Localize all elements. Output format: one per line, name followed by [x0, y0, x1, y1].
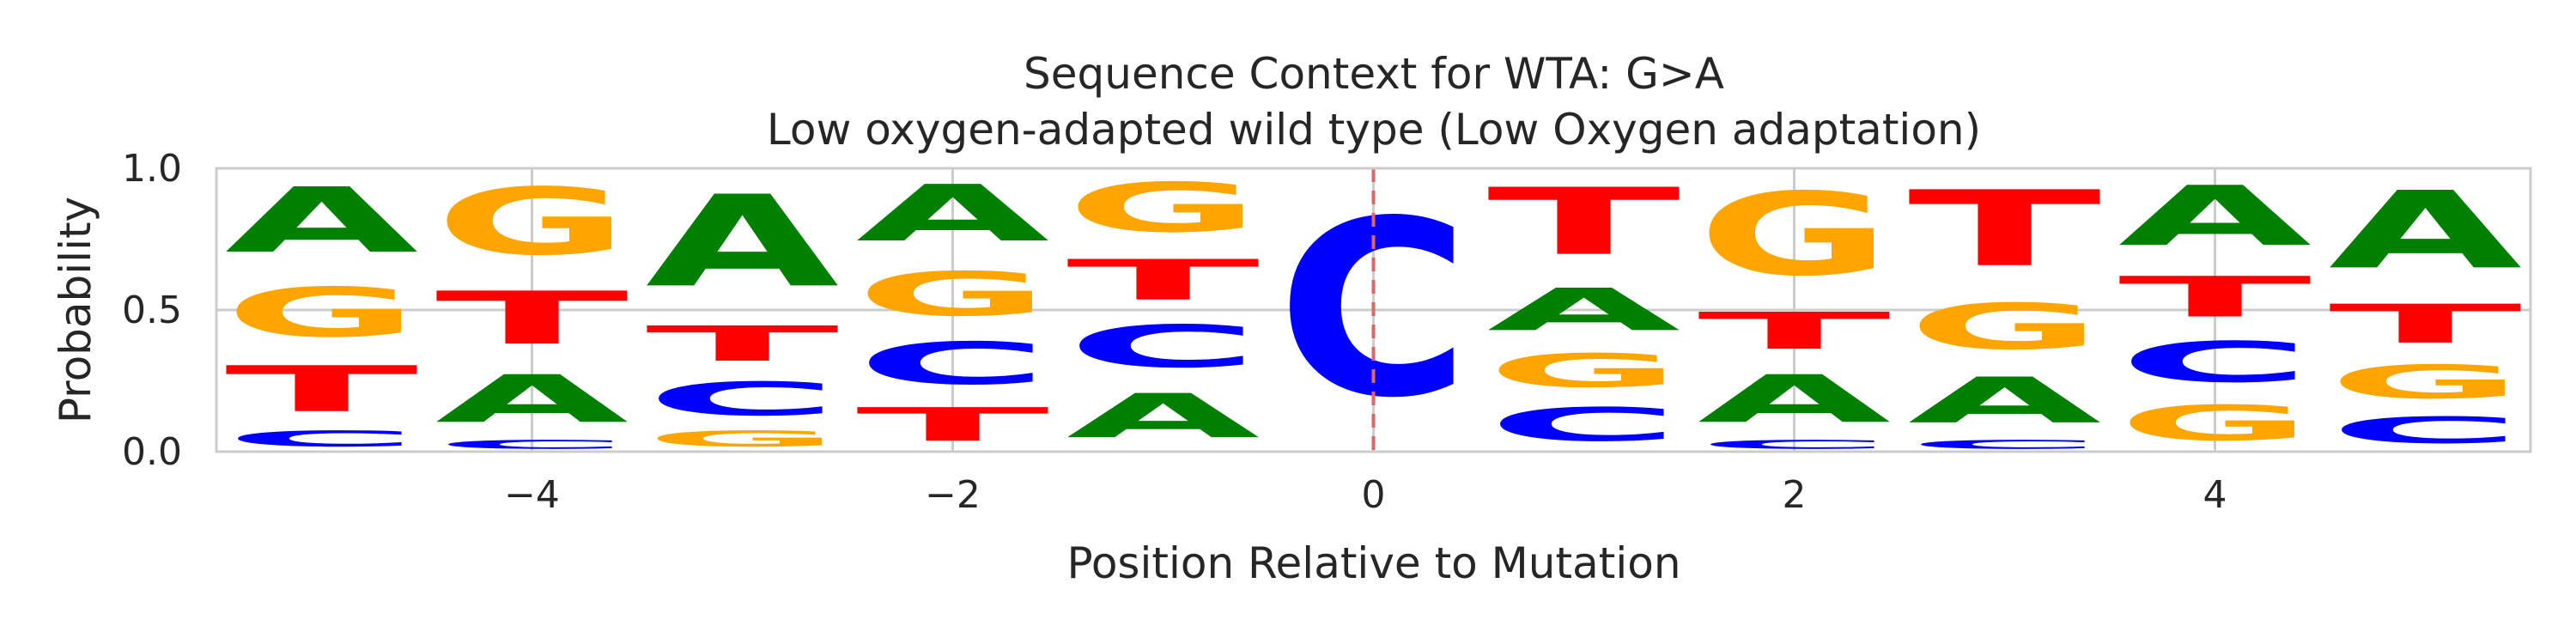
logo-letter-G: G — [1066, 168, 1260, 247]
x-tick-label: 0 — [1362, 473, 1386, 517]
logo-letter-T: T — [435, 276, 629, 361]
logo-letter-A: A — [225, 168, 418, 273]
logo-letter-A: A — [1908, 364, 2101, 437]
y-tick-label: 0.0 — [122, 430, 182, 474]
chart-title: Sequence Context for WTA: G>A — [1024, 49, 1724, 99]
logo-letter-A: A — [1698, 361, 1891, 438]
y-axis-label: Probability — [51, 197, 100, 423]
logo-letter-C: C — [2329, 410, 2522, 452]
chart-subtitle: Low oxygen-adapted wild type (Low Oxygen… — [767, 105, 1981, 155]
logo-letter-C: C — [1698, 438, 1891, 452]
logo-letter-T: T — [225, 353, 418, 426]
x-tick-label: −2 — [925, 473, 981, 517]
logo-letter-A: A — [1066, 381, 1260, 452]
logo-letter-C: C — [646, 373, 839, 426]
logo-letter-T: T — [1698, 301, 1891, 361]
logo-letter-G: G — [225, 273, 418, 352]
axis-ticks: −4 −2 0 2 4 0.0 0.5 1.0 — [122, 147, 2227, 517]
logo-letter-G: G — [2329, 355, 2522, 410]
logo-letter-C: C — [1487, 398, 1680, 451]
logo-letter-C: C — [435, 438, 629, 452]
y-tick-label: 1.0 — [122, 147, 182, 191]
logo-letter-G: G — [2118, 395, 2312, 452]
logo-letter-C: C — [225, 426, 418, 451]
logo-letter-G: G — [435, 169, 629, 276]
logo-letter-G: G — [1908, 290, 2101, 363]
logo-letter-C: C — [856, 331, 1049, 398]
logo-letter-C: C — [2118, 331, 2312, 395]
logo-letter-T: T — [646, 316, 839, 373]
logo-letter-C: C — [1908, 438, 2101, 452]
logo-letter-A: A — [856, 168, 1049, 258]
logo-letter-A: A — [646, 169, 839, 315]
x-tick-label: 2 — [1783, 473, 1807, 517]
plot-frame — [215, 167, 2532, 453]
logo-letter-G: G — [1698, 168, 1891, 301]
logo-letter-A: A — [435, 361, 629, 438]
y-tick-label: 0.5 — [122, 289, 182, 332]
x-tick-label: 4 — [2203, 473, 2227, 517]
logo-letter-T: T — [1487, 168, 1680, 276]
logo-letter-A: A — [1487, 276, 1680, 344]
logo-letter-G: G — [1487, 344, 1680, 398]
logo-letter-T: T — [1908, 168, 2101, 289]
x-tick-label: −4 — [504, 473, 560, 517]
logo-letter-A: A — [2118, 169, 2312, 264]
logo-letter-C: C — [1066, 313, 1260, 381]
logo-letter-T: T — [1066, 248, 1260, 313]
x-axis-label: Position Relative to Mutation — [1066, 538, 1680, 588]
logo-letter-T: T — [2118, 265, 2312, 330]
logo-letter-G: G — [646, 426, 839, 452]
logo-letter-G: G — [856, 259, 1049, 330]
logo-letter-A: A — [2329, 168, 2522, 293]
logo-letter-T: T — [2329, 293, 2522, 355]
logo-letter-T: T — [856, 398, 1049, 451]
